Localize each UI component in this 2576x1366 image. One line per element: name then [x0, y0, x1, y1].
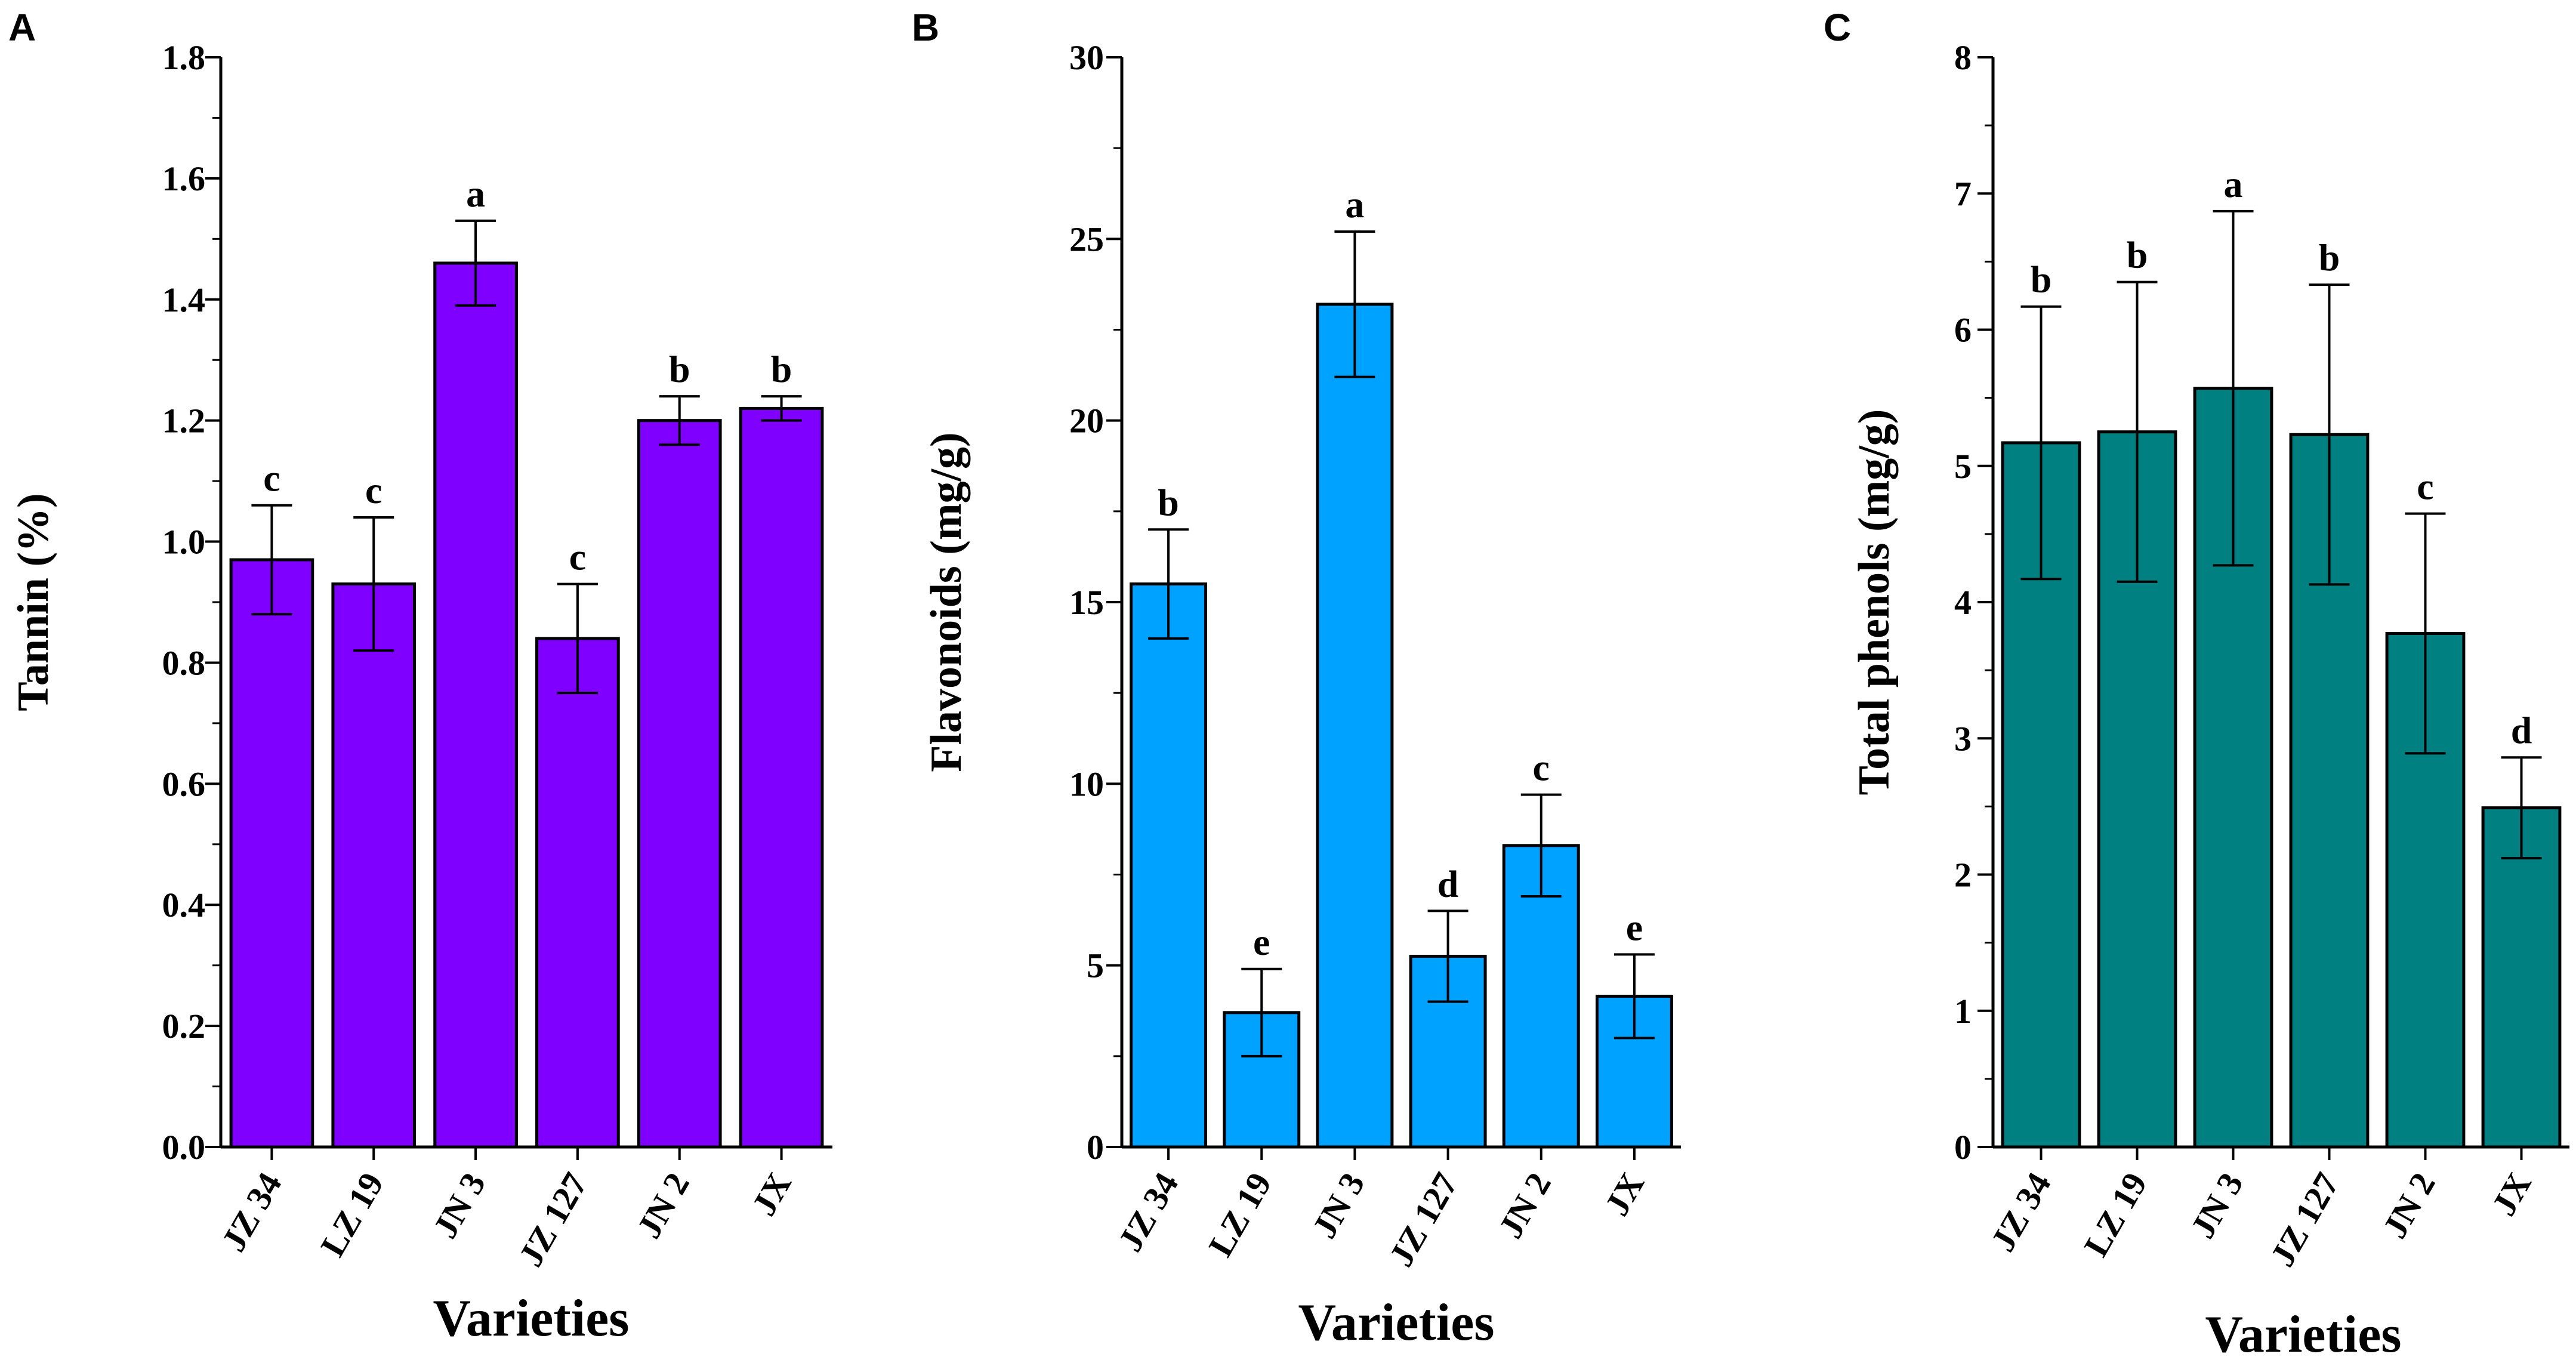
x-tick-label: JZ 34 — [214, 1166, 289, 1258]
panel-letter-a: A — [8, 6, 36, 49]
y-tick-label: 0.8 — [162, 643, 206, 682]
significance-label: d — [2511, 709, 2532, 751]
y-tick-label: 0 — [1087, 1128, 1104, 1167]
significance-label: b — [1158, 481, 1179, 523]
y-tick-label: 0.2 — [162, 1007, 206, 1046]
x-tick-label: LZ 19 — [313, 1166, 391, 1263]
y-tick-label: 0 — [1954, 1128, 1972, 1167]
y-tick-label: 4 — [1954, 583, 1972, 622]
x-tick-label: LZ 19 — [2077, 1166, 2155, 1263]
bar-a-jn3 — [433, 261, 518, 1149]
significance-label: b — [2031, 258, 2052, 301]
y-tick-label: 8 — [1954, 38, 1972, 77]
y-tick-label: 1.4 — [162, 280, 206, 319]
bar-a-jn2 — [637, 419, 722, 1149]
x-tick-label: JZ 34 — [1983, 1166, 2058, 1258]
y-tick-label: 0.6 — [162, 764, 206, 803]
y-tick-label: 3 — [1954, 719, 1972, 758]
x-tick-label: JN 3 — [2183, 1166, 2250, 1245]
y-tick-label: 2 — [1954, 856, 1972, 895]
x-axis-title-c: Varieties — [2205, 1306, 2401, 1363]
y-tick-label: 5 — [1954, 447, 1972, 486]
significance-label: d — [1437, 862, 1459, 905]
significance-label: c — [263, 457, 280, 499]
y-tick-label: 15 — [1069, 583, 1104, 622]
y-tick-label: 25 — [1069, 220, 1104, 258]
bar-a-jx — [739, 406, 824, 1149]
panel-letter-b: B — [912, 6, 939, 49]
x-axis-title-b: Varieties — [1298, 1294, 1494, 1352]
y-tick-label: 1.0 — [162, 523, 206, 562]
bar-a-jz34 — [229, 558, 314, 1149]
x-tick-label: JZ 127 — [2263, 1166, 2347, 1273]
y-tick-label: 30 — [1069, 38, 1104, 77]
y-tick-label: 0.4 — [162, 886, 206, 924]
y-tick-label: 1.2 — [162, 402, 206, 440]
significance-label: a — [466, 172, 485, 215]
y-tick-label: 6 — [1954, 311, 1972, 350]
bar-b-jz34 — [1130, 582, 1208, 1149]
y-tick-label: 1 — [1954, 992, 1972, 1031]
significance-label: c — [365, 469, 382, 511]
x-axis-title-a: Varieties — [433, 1290, 629, 1348]
significance-label: e — [1626, 906, 1643, 948]
y-tick-label: 1.6 — [162, 159, 206, 198]
x-tick-label: JX — [1597, 1166, 1652, 1222]
significance-label: b — [669, 348, 690, 390]
y-tick-label: 1.8 — [162, 38, 206, 77]
significance-label: a — [1345, 183, 1364, 226]
x-tick-label: JZ 127 — [1381, 1166, 1466, 1273]
x-tick-label: JN 2 — [630, 1166, 697, 1245]
significance-label: b — [2127, 234, 2148, 276]
y-tick-label: 0.0 — [162, 1128, 206, 1167]
panel-c: 0 1 2 3 4 5 6 7 8 Total phenols (mg/g) b JZ 34 b LZ 1… — [1850, 38, 2569, 1364]
significance-label: b — [2319, 236, 2340, 279]
x-tick-label: JN 3 — [425, 1166, 493, 1245]
significance-label: c — [1533, 747, 1550, 789]
x-tick-label: JN 2 — [2375, 1166, 2442, 1245]
y-tick-label: 5 — [1087, 946, 1104, 985]
x-tick-label: LZ 19 — [1201, 1166, 1279, 1263]
y-axis-title-b: Flavonoids (mg/g) — [922, 432, 971, 772]
bar-a-jz127 — [535, 637, 620, 1149]
panel-a: 0.0 0.2 0.4 0.6 0.8 1.0 1.2 1.4 1.6 1.8 Tannin (%)… — [9, 38, 832, 1348]
significance-label: b — [771, 348, 792, 390]
significance-label: e — [1253, 921, 1270, 963]
panel-b: 0 5 10 15 20 25 30 Flavonoids (mg/g) b JZ 34 e LZ 1… — [922, 38, 1681, 1352]
panel-letter-c: C — [1824, 6, 1851, 49]
significance-label: a — [2224, 163, 2243, 205]
y-axis-title-a: Tannin (%) — [9, 493, 58, 711]
x-tick-label: JX — [744, 1166, 799, 1222]
x-tick-label: JX — [2484, 1166, 2539, 1222]
significance-label: c — [2417, 465, 2433, 508]
bar-a-lz19 — [331, 582, 417, 1149]
bar-b-jn3 — [1316, 303, 1394, 1149]
y-tick-label: 20 — [1069, 402, 1104, 440]
significance-label: c — [569, 536, 586, 578]
x-tick-label: JZ 34 — [1110, 1166, 1186, 1258]
y-tick-label: 7 — [1954, 174, 1972, 213]
y-axis-title-c: Total phenols (mg/g) — [1850, 409, 1899, 795]
x-tick-label: JN 3 — [1304, 1166, 1372, 1245]
x-tick-label: JN 2 — [1491, 1166, 1559, 1245]
y-tick-label: 10 — [1069, 764, 1104, 803]
x-tick-label: JZ 127 — [511, 1166, 595, 1273]
